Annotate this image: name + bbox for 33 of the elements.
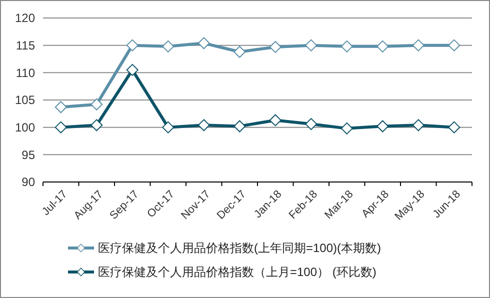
y-tick-label: 95 xyxy=(22,148,36,162)
point xyxy=(376,40,389,52)
point xyxy=(376,120,389,132)
y-tick-label: 120 xyxy=(14,11,36,26)
point xyxy=(305,118,318,130)
point xyxy=(340,122,353,134)
point xyxy=(90,119,103,132)
point xyxy=(305,39,318,52)
point xyxy=(198,37,210,50)
point xyxy=(162,40,174,52)
point xyxy=(234,120,246,132)
point xyxy=(54,121,67,134)
point xyxy=(126,64,138,76)
point xyxy=(54,101,67,114)
point xyxy=(126,39,138,52)
legend-label: 医疗保健及个人用品价格指数（上月=100） (环比数) xyxy=(98,265,376,280)
legend-label: 医疗保健及个人用品价格指数(上年同期=100)(本期数) xyxy=(98,241,382,256)
point xyxy=(234,46,246,58)
y-tick-label: 110 xyxy=(16,66,36,80)
y-tick-label: 105 xyxy=(14,93,36,108)
y-tick-label: 100 xyxy=(14,120,36,135)
point xyxy=(269,40,282,53)
point xyxy=(412,39,424,52)
point xyxy=(90,98,103,110)
y-tick-label: 115 xyxy=(16,38,36,53)
point xyxy=(340,40,353,52)
point xyxy=(198,119,210,132)
point xyxy=(448,121,460,134)
point xyxy=(448,39,460,52)
point xyxy=(412,119,424,132)
point xyxy=(162,121,174,134)
point xyxy=(269,114,282,126)
y-tick-label: 90 xyxy=(22,175,36,190)
